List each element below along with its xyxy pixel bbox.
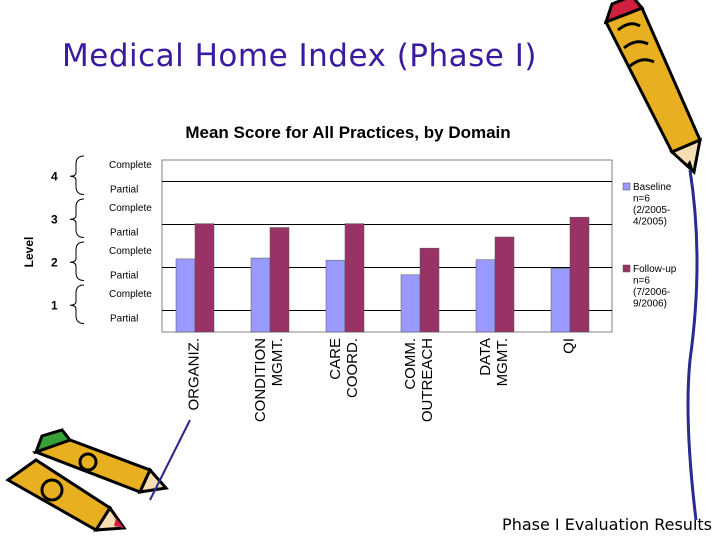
level-3-complete-label: Complete — [109, 203, 152, 214]
legend-text-line: n=6 — [633, 194, 650, 205]
category-label-line: QI — [561, 338, 578, 354]
level-4-brace — [69, 155, 85, 195]
level-1-number: 1 — [51, 298, 58, 312]
category-label-5: DATA MGMT. — [477, 338, 511, 386]
category-label-6: QI — [561, 338, 578, 354]
legend-text-line: (2/2005- — [633, 205, 670, 216]
legend-text-line: Baseline — [633, 182, 672, 193]
legend-text-line: n=6 — [633, 276, 650, 287]
category-label-line: COORD. — [344, 338, 361, 398]
bar-baseline-4 — [400, 274, 421, 333]
bar-baseline-2 — [250, 257, 271, 333]
level-3-number: 3 — [51, 212, 58, 226]
level-2-complete-label: Complete — [109, 246, 152, 257]
category-label-line: CARE — [327, 338, 344, 380]
level-3-partial-label: Partial — [110, 228, 138, 239]
level-2-partial-label: Partial — [110, 271, 138, 282]
legend: Baselinen=6(2/2005-4/2005)Follow-upn=6(7… — [622, 182, 677, 310]
gridlines — [162, 181, 612, 311]
y-axis-title: Level — [22, 237, 36, 268]
bar-baseline-3 — [325, 259, 346, 333]
bar-baseline-5 — [475, 259, 496, 333]
legend-swatch-2 — [622, 264, 631, 273]
category-label-line: ORGANIZ. — [186, 338, 203, 411]
level-2-number: 2 — [51, 255, 58, 269]
level-annotations: Complete Partial 4 Complete Partial 3 Complete… — [51, 155, 152, 325]
category-label-line: MGMT. — [269, 338, 286, 386]
bar-follow-up-5 — [494, 236, 515, 333]
category-label-line: COMM. — [402, 338, 419, 390]
level-4-complete-label: Complete — [109, 160, 152, 171]
legend-text-line: 4/2005) — [633, 217, 667, 228]
level-1-complete-label: Complete — [109, 289, 152, 300]
category-label-line: MGMT. — [494, 338, 511, 386]
legend-text-line: Follow-up — [633, 264, 677, 275]
chart-title: Mean Score for All Practices, by Domain — [0, 123, 700, 143]
level-1-brace — [69, 284, 85, 324]
slide-title: Medical Home Index (Phase I) — [62, 38, 537, 74]
category-label-4: COMM. OUTREACH — [402, 338, 436, 422]
bar-follow-up-1 — [194, 223, 215, 333]
category-labels: ORGANIZ. CONDITION MGMT. CARE COORD. COMM. OUT… — [186, 338, 578, 422]
category-label-2: CONDITION MGMT. — [252, 338, 286, 422]
category-label-line: DATA — [477, 338, 494, 376]
bar-follow-up-2 — [269, 227, 290, 333]
chart-title-text: Mean Score for All Practices, by Domain — [185, 123, 511, 142]
bar-follow-up-3 — [344, 223, 365, 333]
bar-follow-up-6 — [569, 216, 590, 333]
category-label-1: ORGANIZ. — [186, 338, 203, 411]
pencils-bottom-left-icon — [5, 419, 191, 533]
level-4-number: 4 — [51, 169, 58, 183]
level-4-partial-label: Partial — [110, 185, 138, 196]
level-3-brace — [69, 198, 85, 238]
pencil-top-right-icon — [603, 0, 702, 521]
bar-baseline-6 — [550, 268, 571, 333]
bar-series-group — [175, 216, 590, 333]
legend-text-line: (7/2006- — [633, 287, 670, 298]
legend-text-line: 9/2006) — [633, 299, 667, 310]
footer-caption: Phase I Evaluation Results — [502, 515, 712, 534]
plot-area — [161, 159, 613, 333]
legend-swatch-1 — [622, 182, 631, 191]
level-1-partial-label: Partial — [110, 314, 138, 325]
level-2-brace — [69, 241, 85, 281]
category-label-line: CONDITION — [252, 338, 269, 422]
bar-follow-up-4 — [419, 247, 440, 333]
bar-baseline-1 — [175, 258, 196, 333]
category-label-line: OUTREACH — [419, 338, 436, 422]
category-label-3: CARE COORD. — [327, 338, 361, 398]
